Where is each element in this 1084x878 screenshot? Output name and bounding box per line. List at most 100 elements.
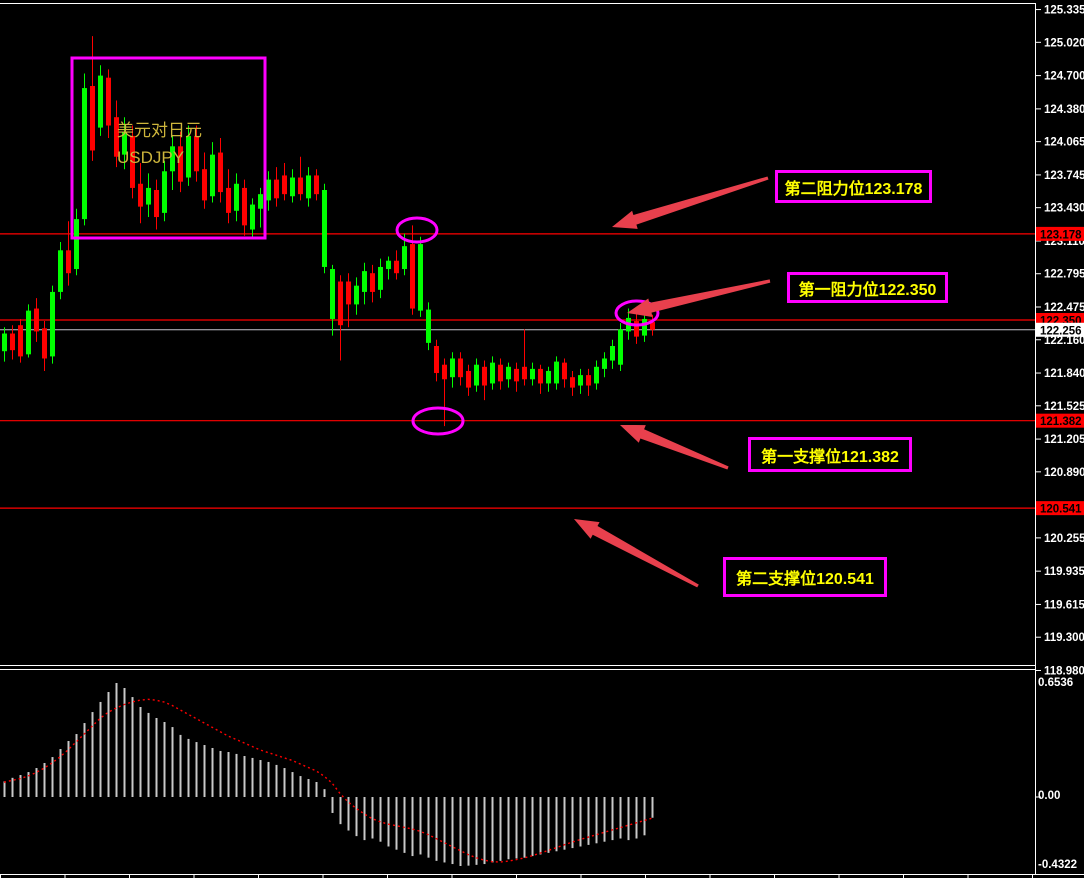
price-axis-tick-label: 123.745: [1044, 170, 1084, 182]
support1-label[interactable]: 第一支撑位121.382: [748, 437, 912, 472]
candle-body: [34, 308, 39, 332]
histogram-bar: [227, 752, 230, 797]
candle-body: [202, 169, 207, 201]
highlight-rectangle[interactable]: [70, 56, 267, 240]
histogram-bar: [483, 797, 486, 865]
candle-body: [114, 117, 119, 157]
histogram-bar: [411, 797, 414, 857]
histogram-bar: [83, 723, 86, 797]
symbol-annotation-en: USDJPY: [117, 148, 185, 167]
histogram-bar: [651, 797, 654, 818]
symbol-annotation[interactable]: 美元对日元 USDJPY: [117, 117, 202, 171]
histogram-bar: [147, 712, 150, 797]
annotation-arrow[interactable]: [612, 176, 769, 229]
histogram-bar: [35, 768, 38, 797]
candle-body: [26, 310, 31, 355]
candle-body: [10, 333, 15, 351]
histogram-bar: [435, 797, 438, 861]
candle-body: [634, 321, 639, 337]
candle-body: [466, 370, 471, 388]
histogram-bar: [347, 797, 350, 831]
resistance2-label[interactable]: 第二阻力位123.178: [775, 170, 932, 203]
annotation-arrow[interactable]: [574, 519, 699, 588]
histogram-bar: [339, 797, 342, 825]
histogram-bar: [531, 797, 534, 857]
histogram-bar: [75, 734, 78, 797]
highlight-ellipse[interactable]: [411, 406, 465, 436]
candle-body: [594, 366, 599, 384]
histogram-bar: [643, 797, 646, 836]
annotation-arrow[interactable]: [627, 279, 771, 317]
histogram-bar: [59, 749, 62, 797]
candle-body: [538, 368, 543, 384]
histogram-bar: [635, 797, 638, 839]
histogram-bar: [595, 797, 598, 844]
candle-body: [530, 368, 535, 380]
candle-body: [178, 146, 183, 182]
candle-body: [66, 250, 71, 274]
sub-axis-max-label: 0.6536: [1038, 677, 1074, 689]
price-axis-tick-label: 120.255: [1044, 533, 1084, 545]
candle-body: [42, 328, 47, 359]
candle-body: [498, 364, 503, 382]
price-axis-tick-label: 125.020: [1044, 37, 1084, 49]
histogram-bar: [67, 741, 70, 797]
candle-body: [394, 260, 399, 274]
candle-body: [506, 366, 511, 380]
histogram-bar: [27, 772, 30, 797]
histogram-bar: [475, 797, 478, 865]
candle-body: [562, 362, 567, 380]
candle-body: [98, 75, 103, 128]
level-price-tag-label: 123.178: [1040, 229, 1082, 241]
histogram-bar: [315, 782, 318, 797]
candle-body: [186, 135, 191, 178]
candle-body: [250, 204, 255, 230]
candle-body: [642, 318, 647, 336]
histogram-bar: [363, 797, 366, 841]
candle-body: [410, 244, 415, 309]
candle-body: [426, 309, 431, 343]
candle-body: [442, 364, 447, 380]
support2-label[interactable]: 第二支撑位120.541: [723, 557, 887, 597]
histogram-bar: [403, 797, 406, 853]
candle-body: [586, 375, 591, 386]
histogram-bar: [99, 701, 102, 797]
current-price-tag-label: 122.256: [1040, 325, 1082, 337]
highlight-ellipse[interactable]: [614, 299, 660, 327]
price-axis-tick-label: 124.380: [1044, 104, 1084, 116]
candle-body: [82, 88, 87, 220]
histogram-bar: [579, 797, 582, 847]
highlight-ellipse[interactable]: [395, 216, 439, 244]
candle-body: [602, 358, 607, 369]
price-axis-tick-label: 119.935: [1044, 566, 1084, 578]
histogram-bar: [195, 742, 198, 797]
candle-body: [322, 190, 327, 267]
candle-body: [210, 154, 215, 197]
candle-body: [122, 131, 127, 155]
candle-body: [306, 175, 311, 199]
candle-body: [554, 361, 559, 384]
histogram-bar: [523, 797, 526, 858]
price-axis-tick-label: 122.795: [1044, 269, 1084, 281]
candle-body: [354, 285, 359, 305]
histogram-bar: [11, 777, 14, 797]
candle-body: [378, 266, 383, 290]
candle-body: [490, 362, 495, 384]
price-axis-tick-label: 123.430: [1044, 203, 1084, 215]
candle-body: [290, 177, 295, 197]
candle-body: [346, 281, 351, 305]
histogram-bar: [427, 797, 430, 858]
annotation-arrow[interactable]: [620, 425, 729, 470]
candle-body: [74, 219, 79, 270]
candle-body: [386, 260, 391, 270]
histogram-bar: [499, 797, 502, 861]
resistance1-label[interactable]: 第一阻力位122.350: [787, 272, 948, 303]
price-axis-tick-label: 124.065: [1044, 137, 1084, 149]
histogram-bar: [43, 762, 46, 797]
candle-body: [402, 246, 407, 270]
candle-body: [474, 364, 479, 386]
candle-body: [234, 183, 239, 211]
candle-body: [282, 175, 287, 195]
candle-body: [258, 194, 263, 209]
